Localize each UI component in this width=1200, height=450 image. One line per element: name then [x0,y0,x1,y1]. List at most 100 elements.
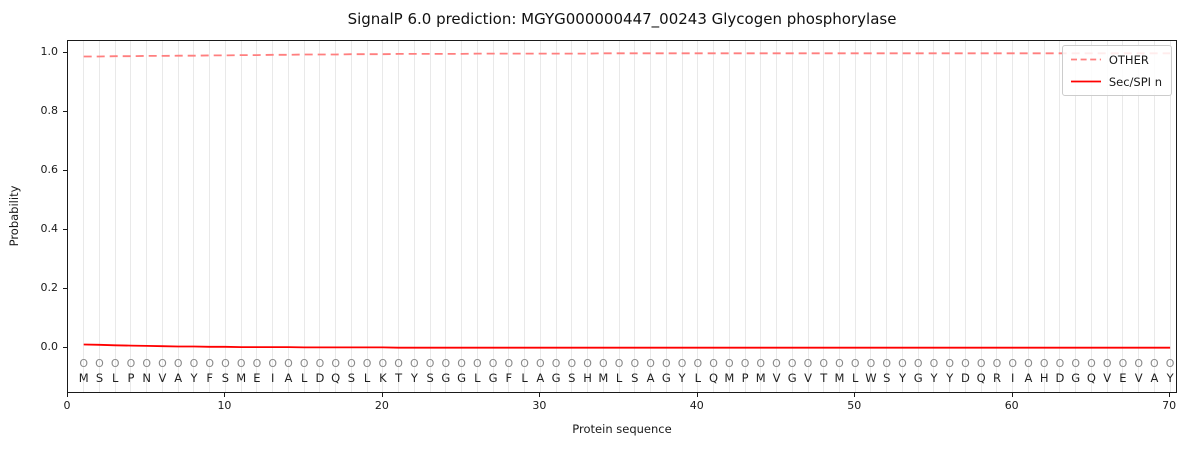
sequence-letter: E [1119,371,1127,385]
grid-line [681,41,683,392]
sequence-letter: Y [678,371,686,385]
grid-line [193,41,195,392]
grid-line [996,41,998,392]
predicted-label-char: O [898,357,907,370]
y-tick-label: 0.0 [40,340,59,353]
sequence-letter: L [474,371,481,385]
sequence-letter: V [1103,371,1112,385]
sequence-letter: H [1039,371,1049,385]
x-tick-mark [539,393,541,397]
predicted-label-char: O [1071,357,1081,370]
predicted-label-char: O [772,357,781,370]
x-tick-mark [1169,393,1171,397]
grid-line [1138,41,1140,392]
predicted-label-char: O [268,357,278,370]
sequence-letter: G [441,371,451,385]
grid-line [886,41,888,392]
predicted-label-char: O [724,357,734,370]
grid-line [791,41,793,392]
predicted-label-char: O [740,357,750,370]
x-tick-label: 60 [1004,399,1019,412]
sequence-letter: D [315,371,325,385]
grid-line [697,41,699,392]
x-tick-mark [224,393,226,397]
sequence-letter: T [820,371,828,385]
predicted-label-char: O [1165,357,1175,370]
sequence-letter: D [961,371,970,385]
x-tick-mark [381,393,383,397]
grid-line [287,41,289,392]
predicted-label-char: O [441,357,451,370]
sequence-letter: A [646,371,655,385]
sequence-letter: P [741,371,749,385]
grid-line [1075,41,1077,392]
series-lines [83,52,1171,349]
grid-line [492,41,494,392]
sequence-letter: Y [1166,371,1174,385]
sequence-letter: W [865,371,877,385]
predicted-label-char: O [709,357,718,370]
predicted-label-char: O [992,357,1002,370]
sequence-letter: L [615,371,623,385]
sequence-letter: G [661,371,671,385]
x-tick-label: 0 [63,399,71,412]
series-line-other [83,52,1171,58]
sequence-letter: T [395,371,403,385]
grid-line [728,41,730,392]
grid-line [839,41,840,392]
sequence-letter: V [772,371,781,385]
predicted-label-char: O [661,357,671,370]
predicted-label-char: O [598,357,608,370]
grid-line [303,41,305,392]
predicted-label-char: O [95,357,104,370]
sequence-letter: Y [946,371,954,385]
sequence-letter: N [142,371,152,385]
sequence-letter: E [253,371,261,385]
sequence-letter: Q [709,371,719,385]
grid-line [429,41,431,392]
grid-line [665,41,667,392]
grid-line [713,41,715,392]
sequence-letter: F [206,371,214,385]
grid-line [744,41,746,392]
sequence-letter: A [1024,371,1033,385]
grid-line [476,41,478,392]
grid-line [1043,41,1045,392]
y-tick-label: 1.0 [40,45,59,58]
predicted-label-char: O [819,357,829,370]
grid-line [870,41,872,392]
predicted-label-char: O [583,357,592,370]
predicted-label-char: O [362,357,372,370]
sequence-letter: G [1071,371,1081,385]
sequence-letter: A [536,371,545,385]
y-axis-label: Probability [7,185,21,247]
grid-line [1153,41,1155,392]
grid-line [413,41,415,392]
dashed-line-icon [1070,58,1101,61]
predicted-label-char: O [756,357,766,370]
predicted-label-char: O [126,357,136,370]
x-tick-label: 70 [1162,399,1177,412]
sequence-letter: S [95,371,104,385]
predicted-label-char: O [787,357,797,370]
predicted-label-char: O [457,357,466,370]
grid-line [508,41,510,392]
x-tick-label: 40 [689,399,704,412]
grid-line [1106,41,1108,392]
legend-item-sec-spi-n: Sec/SPI n [1070,73,1162,90]
predicted-label-char: O [551,357,561,370]
x-tick-label: 30 [532,399,547,412]
grid-line [933,41,935,392]
predicted-label-char: O [284,357,293,370]
y-tick-label: 0.8 [40,104,59,117]
grid-line [539,41,541,392]
sequence-letter: M [598,371,609,385]
predicted-label-char: O [1024,357,1033,370]
grid-line [146,41,148,392]
y-tick-mark [63,111,67,112]
grid-line [1059,41,1061,392]
predicted-label-char: O [252,357,262,370]
y-tick-label: 0.2 [40,281,59,294]
sequence-letter: Q [976,371,986,385]
x-axis-label: Protein sequence [572,422,672,436]
